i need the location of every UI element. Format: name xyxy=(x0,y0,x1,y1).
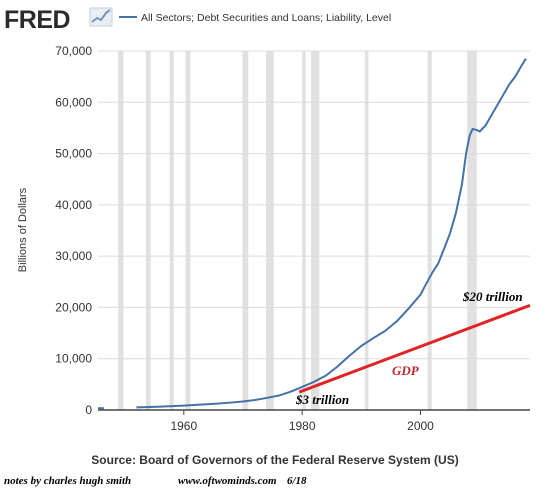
y-axis-label: Billions of Dollars xyxy=(17,187,29,272)
recession-band-2 xyxy=(169,51,174,410)
fred-logo-graph-icon xyxy=(89,7,113,27)
y-tick-label-4: 40,000 xyxy=(55,198,92,212)
recession-band-0 xyxy=(118,51,124,410)
x-axis-ticks: 1960 1980 2000 xyxy=(170,410,434,433)
annotation-20-trillion: $20 trillion xyxy=(462,289,523,304)
recession-band-1 xyxy=(145,51,151,410)
fred-logo-text: FRED xyxy=(4,6,70,34)
x-tick-label-2: 2000 xyxy=(407,419,434,433)
y-tick-label-6: 60,000 xyxy=(55,95,92,109)
recession-band-7 xyxy=(311,51,320,410)
recession-band-9 xyxy=(427,51,432,410)
recession-band-5 xyxy=(266,51,274,410)
y-tick-label-2: 20,000 xyxy=(55,300,92,314)
y-tick-label-0: 0 xyxy=(85,403,92,417)
recession-shading xyxy=(118,51,477,410)
x-tick-label-1: 1980 xyxy=(289,419,316,433)
x-tick-label-0: 1960 xyxy=(170,419,197,433)
recession-band-4 xyxy=(242,51,249,410)
annotation-gdp: GDP xyxy=(392,363,420,378)
notes-date: 6/18 xyxy=(287,475,307,487)
notes-site: www.oftwominds.com xyxy=(178,475,277,487)
y-tick-label-7: 70,000 xyxy=(55,44,92,58)
recession-band-8 xyxy=(364,51,369,410)
y-tick-label-3: 30,000 xyxy=(55,249,92,263)
annotation-3-trillion: $3 trillion xyxy=(295,392,349,407)
y-tick-label-5: 50,000 xyxy=(55,147,92,161)
y-axis-ticks: 0 10,000 20,000 30,000 40,000 50,000 60,000 70,… xyxy=(55,44,92,417)
gridlines xyxy=(98,50,530,411)
series-gdp-line xyxy=(298,303,531,394)
legend: All Sectors; Debt Securities and Loans; … xyxy=(119,12,391,24)
source-note: Source: Board of Governors of the Federa… xyxy=(91,453,458,467)
recession-band-10 xyxy=(467,51,477,410)
series-lines xyxy=(98,58,531,410)
fred-logo: FRED xyxy=(4,6,113,34)
y-tick-label-1: 10,000 xyxy=(55,352,92,366)
notes-author: notes by charles hugh smith xyxy=(4,475,131,487)
recession-band-6 xyxy=(302,51,306,410)
series-debt-line xyxy=(136,58,527,409)
recession-band-3 xyxy=(185,51,191,410)
legend-label: All Sectors; Debt Securities and Loans; … xyxy=(141,12,391,24)
